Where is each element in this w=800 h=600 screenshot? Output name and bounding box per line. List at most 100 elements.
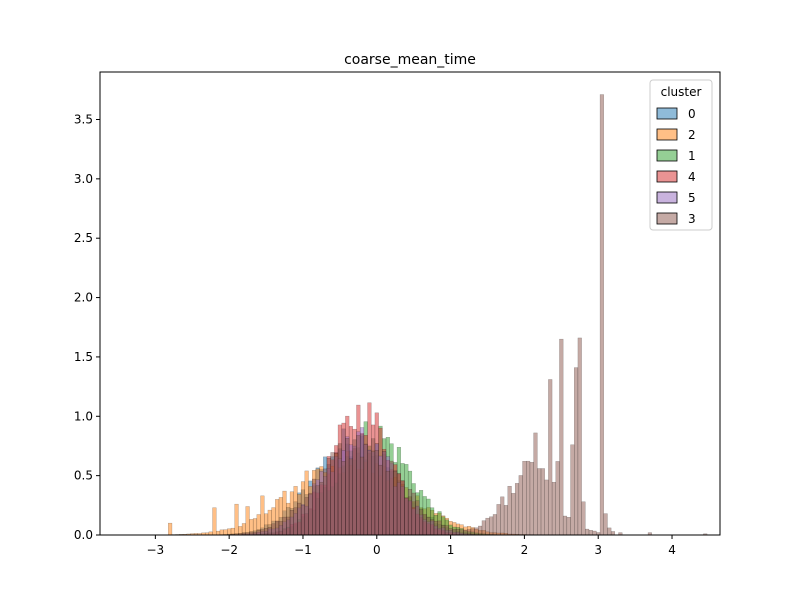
histogram-bar — [574, 367, 579, 536]
histogram-bar — [555, 461, 560, 536]
histogram-bar — [599, 94, 604, 536]
histogram-bar — [422, 513, 427, 536]
y-tick-label: 3.0 — [74, 172, 93, 186]
x-tick-label: −2 — [220, 543, 238, 557]
legend-swatch — [656, 107, 678, 120]
histogram-bar — [522, 461, 527, 536]
legend-label: 5 — [688, 191, 696, 205]
plot-frame — [99, 71, 721, 536]
histogram-bar — [470, 528, 475, 536]
histogram-bar — [389, 460, 394, 536]
histogram-bar — [559, 338, 564, 536]
histogram-bar — [607, 527, 612, 536]
histogram-bar — [367, 450, 372, 536]
histogram-bar — [282, 516, 287, 536]
histogram-bar — [448, 528, 453, 536]
histogram-bar — [374, 450, 379, 536]
histogram-bar — [330, 452, 335, 536]
histogram-bar — [503, 505, 508, 536]
histogram-bar — [533, 432, 538, 536]
histogram-bar — [437, 520, 442, 536]
histogram-bar — [540, 468, 545, 536]
legend-label: 1 — [688, 149, 696, 163]
histogram-bar — [297, 502, 302, 536]
histogram-bar — [570, 444, 575, 536]
histogram-bar — [359, 456, 365, 536]
y-tick-label: 2.5 — [74, 231, 93, 245]
histogram-bar — [581, 501, 586, 536]
histogram-bar — [455, 529, 461, 536]
legend-label: 3 — [688, 212, 696, 226]
histogram-bar — [459, 529, 464, 536]
histogram-bar — [304, 497, 309, 536]
y-tick-label: 3.5 — [74, 112, 93, 126]
x-tick-label: 4 — [668, 543, 676, 557]
legend-swatch — [656, 191, 678, 204]
histogram-bar — [260, 529, 265, 536]
legend-swatch — [656, 128, 678, 141]
histogram-bar — [245, 506, 250, 536]
histogram-bar — [260, 495, 265, 536]
histogram-bar — [404, 497, 409, 536]
histogram-bar — [433, 520, 438, 536]
histogram-bar — [452, 529, 457, 536]
x-tick-label: −1 — [294, 543, 312, 557]
histogram-bar — [371, 438, 376, 536]
histogram-bar — [337, 443, 342, 536]
x-tick-label: 2 — [521, 543, 529, 557]
histogram-bar — [219, 529, 224, 536]
histogram-bar — [319, 481, 324, 536]
histogram-bar — [385, 470, 390, 536]
histogram-bar — [467, 529, 472, 536]
histogram-bar — [603, 513, 608, 536]
histogram-bar — [507, 485, 512, 536]
histogram-bar — [496, 504, 501, 536]
histogram-bar — [348, 458, 353, 536]
histogram-bar — [326, 457, 331, 536]
histogram-bar — [544, 479, 549, 536]
histogram-bar — [526, 460, 531, 536]
histogram-bar — [610, 531, 616, 536]
histogram-bar — [478, 525, 483, 536]
histogram-bar — [407, 489, 413, 536]
histogram-bar — [529, 462, 534, 536]
histogram-bar — [289, 510, 294, 536]
histogram-bar — [315, 485, 320, 536]
histogram-bar — [293, 507, 298, 536]
histogram-bar — [592, 530, 597, 536]
y-tick-label: 0.0 — [74, 528, 93, 542]
histogram-bar — [286, 516, 291, 536]
histogram-bar — [278, 521, 283, 536]
y-tick-label: 1.5 — [74, 350, 93, 364]
bars-layer — [168, 94, 708, 536]
x-tick-label: −3 — [147, 543, 165, 557]
legend-swatch — [656, 170, 678, 183]
legend-label: 0 — [688, 107, 696, 121]
x-tick-label: 1 — [447, 543, 455, 557]
histogram-bar — [168, 522, 173, 536]
histogram-bar — [492, 514, 497, 536]
histogram-bar — [577, 337, 582, 536]
histogram-bar — [419, 509, 424, 536]
histogram-bar — [363, 443, 368, 536]
legend-label: 2 — [688, 128, 696, 142]
histogram-bar — [212, 507, 217, 536]
legend-swatch — [656, 149, 678, 162]
histogram-bar — [463, 529, 468, 536]
histogram-bar — [474, 527, 479, 536]
histogram-bar — [514, 483, 520, 536]
histogram-bar — [352, 439, 357, 536]
histogram-bar — [481, 520, 486, 536]
histogram-bar — [234, 503, 239, 536]
histogram-bar — [223, 529, 228, 536]
histogram-bar — [548, 379, 553, 536]
histogram-bar — [378, 464, 383, 536]
histogram-bar — [537, 468, 542, 536]
histogram-bar — [551, 481, 556, 536]
histogram-bar — [430, 519, 435, 536]
histogram-bar — [382, 451, 387, 536]
histogram-bar — [300, 505, 306, 536]
histogram-bar — [267, 527, 272, 536]
